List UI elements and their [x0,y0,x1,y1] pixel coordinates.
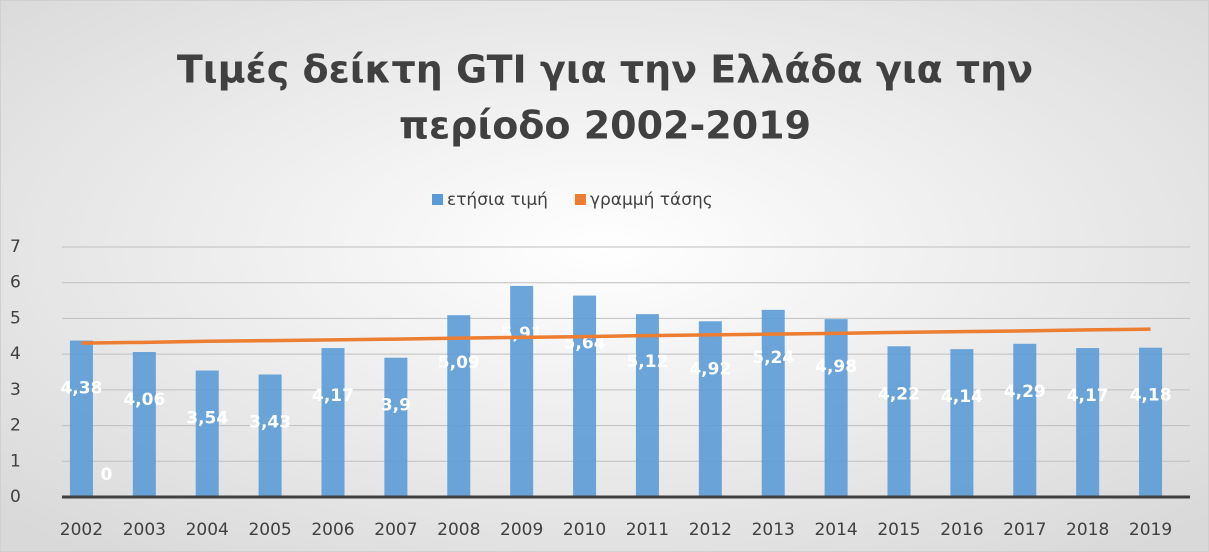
x-tick-label: 2010 [563,520,606,540]
data-label: 5,64 [564,334,606,354]
data-label: 4,29 [1004,382,1046,402]
bar [635,314,659,497]
x-tick-label: 2008 [437,520,480,540]
x-tick-label: 2006 [311,520,354,540]
x-tick-label: 2013 [752,520,795,540]
bar [887,346,911,497]
bar [258,374,282,497]
x-tick-label: 2005 [248,520,291,540]
data-label: 3,43 [249,413,291,433]
data-label: 4,38 [60,379,102,399]
data-label: 4,17 [1067,386,1109,406]
data-label: 4,22 [878,384,920,404]
bar [698,321,722,497]
data-label: 5,09 [438,353,480,373]
bar [573,295,597,497]
x-tick-label: 2003 [123,520,166,540]
bar [824,319,848,497]
x-tick-label: 2004 [186,520,229,540]
bar [447,315,471,497]
data-label: 4,17 [312,386,354,406]
y-tick-label: 7 [10,237,21,257]
chart-title: περίοδο 2002-2019 [399,104,811,148]
x-tick-label: 2012 [689,520,732,540]
annotation: 0 [101,465,113,485]
data-label: 4,92 [689,359,731,379]
x-tick-label: 2016 [940,520,983,540]
legend-label: γραμμή τάσης [590,190,713,210]
x-tick-label: 2009 [500,520,543,540]
x-tick-label: 2011 [626,520,669,540]
bar [510,285,534,497]
legend-swatch [432,194,443,205]
x-tick-label: 2019 [1129,520,1172,540]
y-tick-label: 4 [10,344,21,364]
bar [950,349,974,497]
data-label: 5,24 [752,348,794,368]
bar [69,340,93,497]
bar [384,357,408,497]
bar [1139,347,1163,497]
bar [761,309,785,497]
y-tick-label: 3 [10,380,21,400]
legend-label: ετήσια τιμή [447,190,548,210]
data-label: 4,18 [1130,386,1172,406]
trend-line [81,327,1151,345]
y-tick-label: 1 [10,451,21,471]
bar [321,348,345,497]
bar [1076,348,1100,497]
data-label: 3,9 [381,396,411,416]
x-tick-label: 2014 [814,520,857,540]
chart-title: Τιμές δείκτη GTI για την Ελλάδα για την [177,48,1033,92]
x-tick-label: 2007 [374,520,417,540]
y-tick-label: 2 [10,416,21,436]
x-tick-label: 2015 [877,520,920,540]
bar [195,370,219,497]
y-tick-label: 6 [10,273,21,293]
legend-swatch [574,194,586,205]
data-label: 4,06 [123,390,165,410]
data-label: 3,54 [186,409,228,429]
x-tick-label: 2018 [1066,520,1109,540]
data-label: 4,14 [941,387,983,407]
bar [132,352,156,497]
data-label: 4,98 [815,357,857,377]
x-tick-label: 2002 [60,520,103,540]
y-tick-label: 5 [10,308,21,328]
data-label: 5,12 [626,352,668,372]
bar [1013,343,1037,497]
y-tick-label: 0 [10,487,21,507]
x-tick-label: 2017 [1003,520,1046,540]
data-label: 5,91 [501,324,543,344]
